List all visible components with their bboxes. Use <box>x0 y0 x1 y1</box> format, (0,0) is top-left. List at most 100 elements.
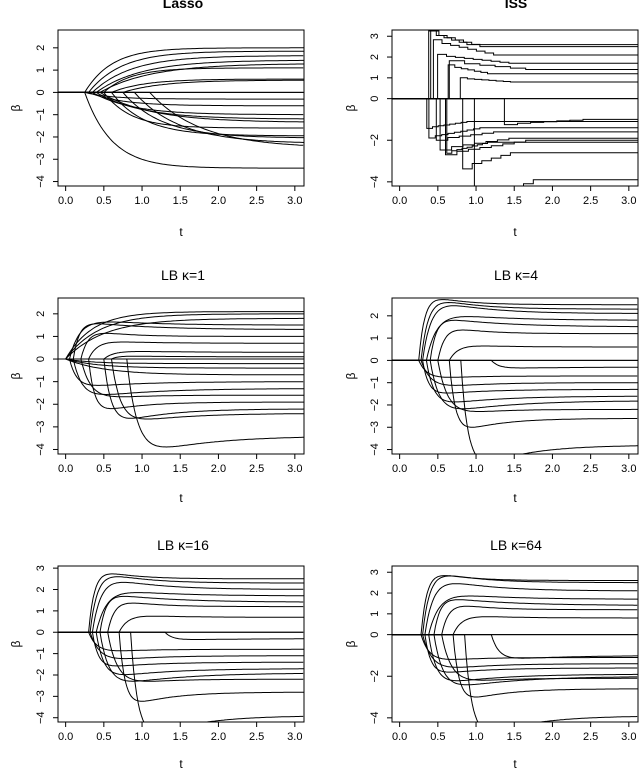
coefficient-path <box>392 634 638 698</box>
x-tick-label: 1.5 <box>507 463 522 475</box>
x-tick-label: 2.0 <box>545 463 560 475</box>
coefficient-path <box>392 634 638 722</box>
y-tick-label: 1 <box>369 75 381 81</box>
panel-title: ISS <box>505 0 528 11</box>
coefficient-path <box>58 631 304 652</box>
coefficient-path <box>392 359 638 378</box>
x-axis-label: t <box>179 491 183 505</box>
y-axis-label: β <box>9 372 23 379</box>
coefficient-path <box>392 359 638 394</box>
x-tick-label: 0.5 <box>96 463 111 475</box>
y-tick-label: 2 <box>369 313 381 319</box>
x-tick-label: 3.0 <box>287 463 302 475</box>
coefficient-path <box>58 351 304 360</box>
coefficient-path <box>58 311 304 360</box>
coefficient-path <box>392 634 638 673</box>
coefficient-path <box>392 305 638 361</box>
y-tick-label: 2 <box>369 590 381 596</box>
y-tick-label: 1 <box>35 608 47 614</box>
x-tick-label: 0.5 <box>96 731 111 743</box>
coefficient-path <box>392 77 638 100</box>
series-group <box>392 299 638 454</box>
coefficient-path <box>392 30 638 100</box>
coefficient-path <box>58 91 304 139</box>
tick-group: 0.0 0.5 1.0 1.5 2.0 2.5 3.0 3 2 1 0 −1 −2 −3 −4 <box>35 565 302 743</box>
coefficient-path <box>58 91 304 107</box>
coefficient-path <box>58 321 304 360</box>
y-tick-label: −2 <box>369 399 381 412</box>
coefficient-path <box>392 634 638 681</box>
coefficient-path <box>58 358 304 420</box>
coefficient-path <box>58 631 304 640</box>
y-axis-label: β <box>9 104 23 111</box>
coefficient-path <box>58 576 304 633</box>
x-tick-label: 2.5 <box>249 463 264 475</box>
x-tick-label: 0.5 <box>430 195 445 207</box>
x-axis-label: t <box>179 757 183 771</box>
coefficient-path <box>58 358 304 365</box>
coefficient-path <box>392 98 638 170</box>
x-tick-label: 2.5 <box>249 731 264 743</box>
coefficient-path <box>58 358 304 386</box>
coefficient-path <box>392 359 638 410</box>
coefficient-path <box>392 98 638 129</box>
x-tick-label: 2.0 <box>545 731 560 743</box>
coefficient-path <box>58 358 304 376</box>
y-tick-label: −1 <box>369 376 381 389</box>
coefficient-path <box>392 634 638 686</box>
x-tick-label: 1.0 <box>134 463 149 475</box>
coefficient-path <box>392 98 638 186</box>
y-tick-label: 1 <box>369 335 381 341</box>
coefficient-path <box>58 358 304 410</box>
y-tick-label: 3 <box>369 569 381 575</box>
x-tick-label: 1.0 <box>468 195 483 207</box>
y-tick-label: 0 <box>369 96 381 102</box>
x-tick-label: 3.0 <box>621 463 636 475</box>
y-tick-label: −4 <box>369 443 381 456</box>
coefficient-path <box>58 91 304 123</box>
coefficient-path <box>58 78 304 93</box>
y-tick-label: −4 <box>35 711 47 724</box>
x-tick-label: 0.0 <box>392 195 407 207</box>
coefficient-path <box>58 631 304 682</box>
y-tick-label: −4 <box>35 175 47 188</box>
coefficient-path <box>392 359 638 412</box>
plot-frame <box>57 565 305 723</box>
coefficient-path <box>58 358 304 448</box>
x-tick-label: 1.0 <box>468 731 483 743</box>
x-tick-label: 2.5 <box>583 463 598 475</box>
coefficient-path <box>392 595 638 636</box>
coefficient-path <box>58 615 304 633</box>
coefficient-path <box>392 98 638 154</box>
coefficient-path <box>392 316 638 361</box>
coefficient-path <box>58 55 304 93</box>
x-tick-label: 3.0 <box>621 731 636 743</box>
x-tick-label: 2.0 <box>211 731 226 743</box>
y-tick-label: −1 <box>35 375 47 388</box>
y-tick-label: 1 <box>35 333 47 339</box>
coefficient-path <box>58 91 304 100</box>
x-tick-label: 0.0 <box>58 731 73 743</box>
y-tick-label: −2 <box>35 131 47 144</box>
coefficient-path <box>58 91 304 143</box>
coefficient-path <box>392 605 638 636</box>
coefficient-path <box>58 91 304 129</box>
coefficient-path <box>58 323 304 360</box>
y-tick-label: −4 <box>35 443 47 456</box>
y-tick-label: 2 <box>35 45 47 51</box>
coefficient-path <box>392 98 638 141</box>
x-tick-label: 3.0 <box>287 195 302 207</box>
coefficient-path <box>58 332 304 360</box>
coefficient-path <box>58 50 304 93</box>
plot-frame <box>57 29 305 187</box>
x-tick-label: 2.5 <box>583 195 598 207</box>
coefficient-path <box>392 345 638 361</box>
coefficient-path <box>58 573 304 633</box>
coefficient-path <box>392 64 638 100</box>
coefficient-path <box>392 359 638 454</box>
coefficient-path <box>58 631 304 702</box>
y-tick-label: 3 <box>369 33 381 39</box>
y-tick-label: 0 <box>369 632 381 638</box>
coefficient-path <box>392 60 638 100</box>
